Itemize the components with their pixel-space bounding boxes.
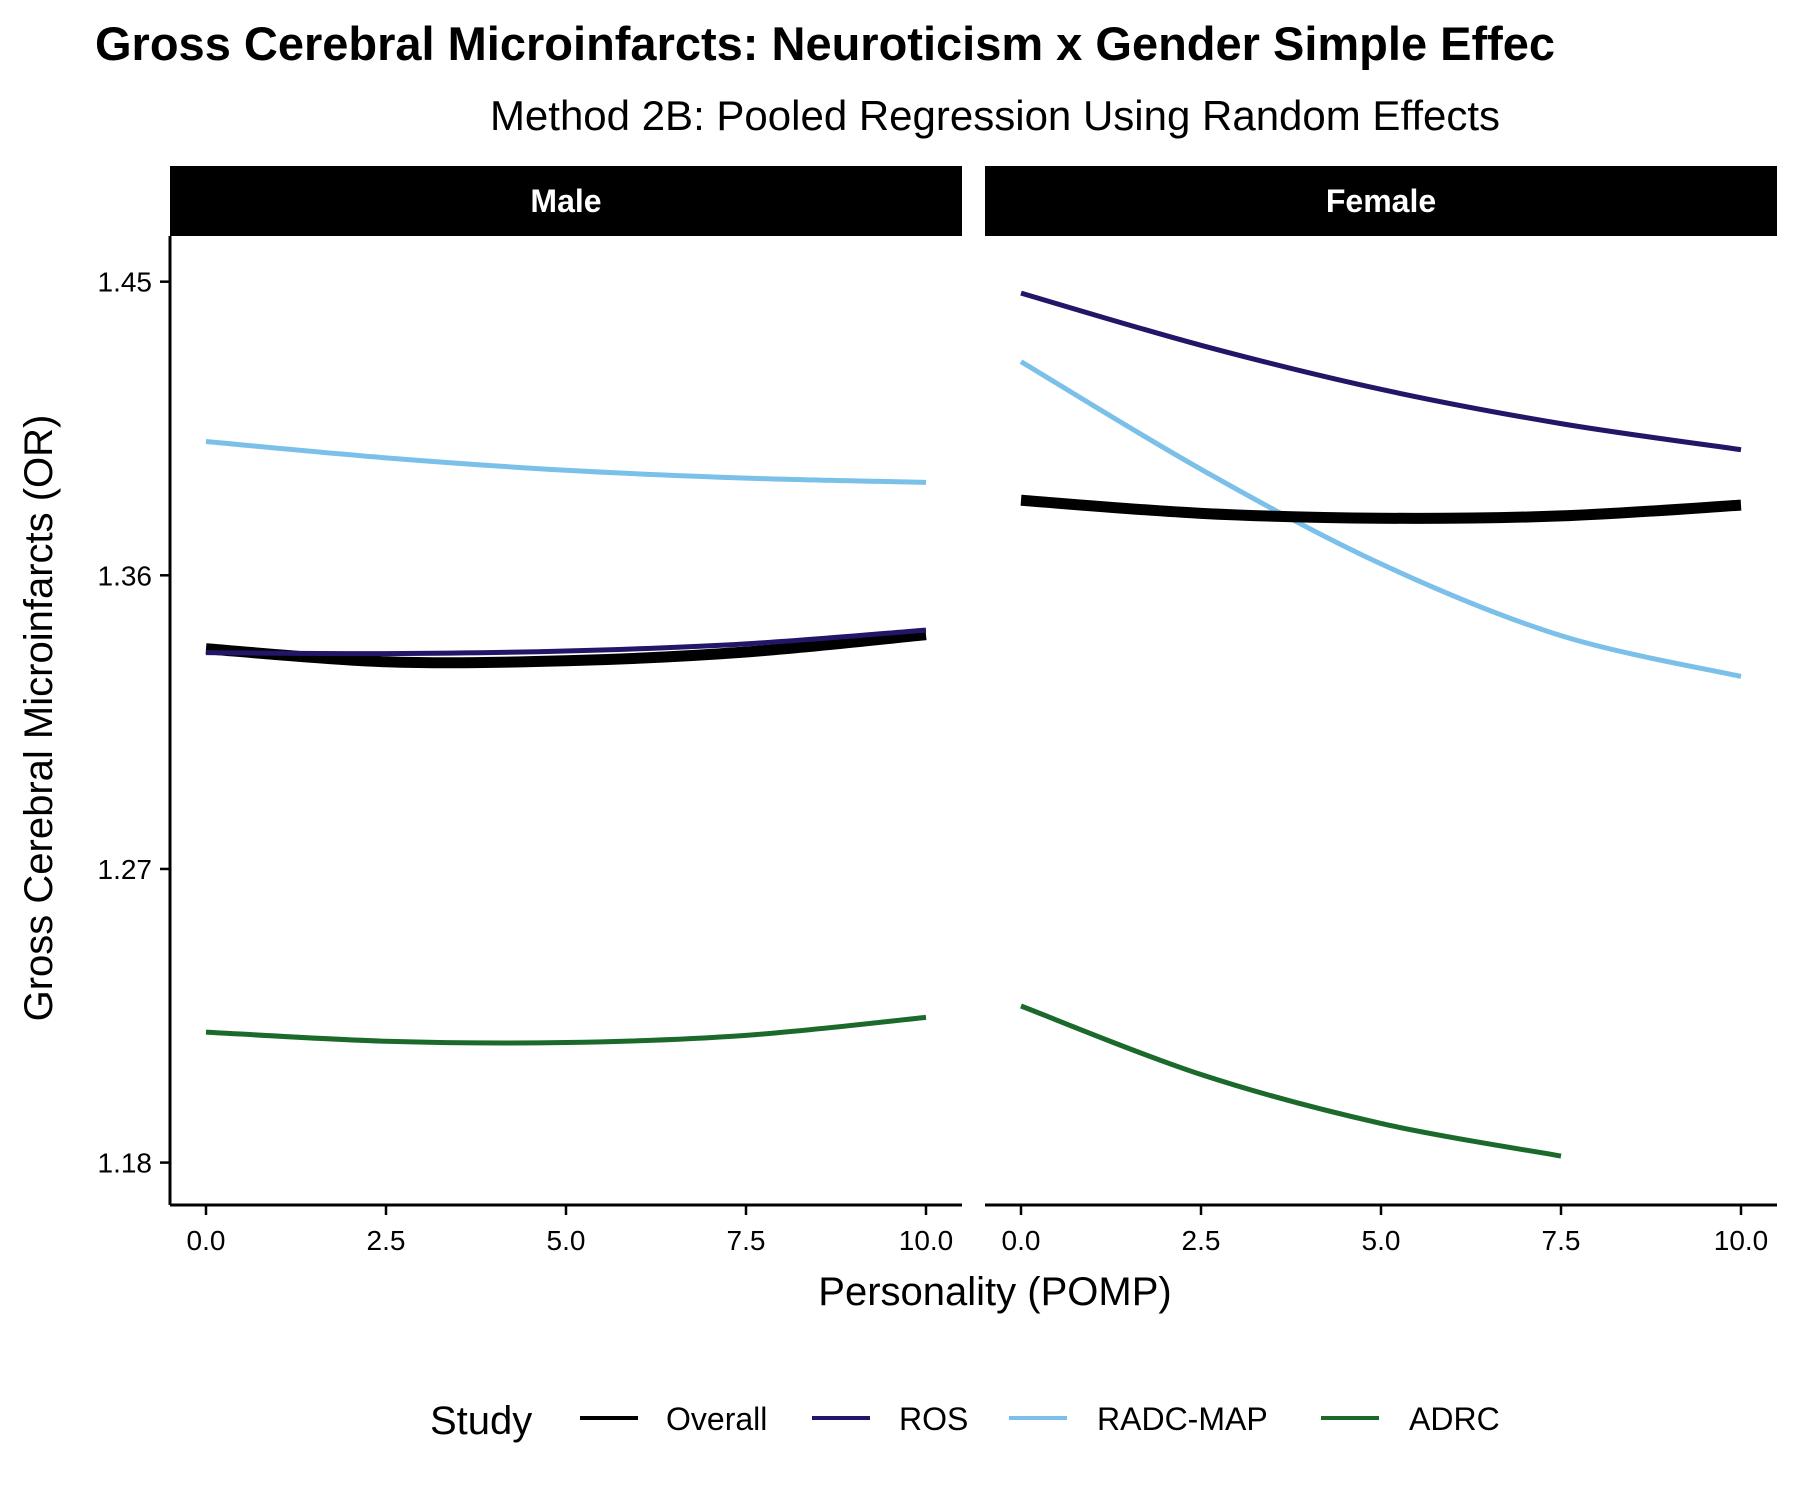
- y-tick-label: 1.45: [98, 267, 153, 298]
- series-line-ros: [1020, 290, 1742, 453]
- series-lines: [1019, 290, 1742, 1159]
- x-tick-label: 2.5: [367, 1225, 406, 1256]
- series-line-radc-map: [205, 439, 927, 485]
- legend-title: Study: [430, 1399, 532, 1443]
- y-tick-label: 1.27: [98, 854, 153, 885]
- x-tick-label: 10.0: [899, 1225, 954, 1256]
- series-line-adrc: [205, 1014, 927, 1046]
- x-tick-label: 10.0: [1714, 1225, 1769, 1256]
- series-line-ros: [205, 627, 927, 657]
- series-line-radc-map: [1019, 359, 1742, 679]
- legend-label: Overall: [666, 1401, 767, 1437]
- facet-strip-label: Female: [1326, 183, 1436, 219]
- panel-male: Male 0.0 2.5 5.0 7.5 10.0 1.18 1.27 1.36 1.45: [98, 166, 962, 1256]
- legend-label: RADC-MAP: [1097, 1401, 1268, 1437]
- facet-strip: [985, 166, 1777, 236]
- x-tick-label: 2.5: [1182, 1225, 1221, 1256]
- x-tick-label: 0.0: [187, 1225, 226, 1256]
- x-tick-label: 7.5: [727, 1225, 766, 1256]
- legend-entry-overall: Overall: [580, 1401, 767, 1437]
- x-tick-label: 0.0: [1002, 1225, 1041, 1256]
- legend-label: ROS: [899, 1401, 968, 1437]
- y-tick-label: 1.18: [98, 1148, 153, 1179]
- legend: Study Overall ROS RADC-MAP ADRC: [430, 1399, 1500, 1443]
- x-tick-label: 5.0: [1362, 1225, 1401, 1256]
- series-lines: [205, 439, 927, 1046]
- series-line-overall: [1020, 494, 1742, 524]
- legend-entry-ros: ROS: [812, 1401, 968, 1437]
- legend-entry-adrc: ADRC: [1321, 1401, 1500, 1437]
- facet-strip-label: Male: [530, 183, 601, 219]
- chart-subtitle: Method 2B: Pooled Regression Using Rando…: [490, 92, 1500, 139]
- panel-female: Female 0.0 2.5 5.0 7.5 10.0: [985, 166, 1777, 1256]
- legend-label: ADRC: [1409, 1401, 1500, 1437]
- facet-panels: Male 0.0 2.5 5.0 7.5 10.0 1.18 1.27 1.36 1.45 Fema…: [98, 166, 1777, 1256]
- x-tick-label: 7.5: [1542, 1225, 1581, 1256]
- x-tick-label: 5.0: [547, 1225, 586, 1256]
- chart-title: Gross Cerebral Microinfarcts: Neuroticis…: [95, 17, 1555, 70]
- facet-strip: [170, 166, 962, 236]
- legend-entry-radc-map: RADC-MAP: [1009, 1401, 1268, 1437]
- y-tick-label: 1.36: [98, 560, 153, 591]
- series-line-overall: [205, 629, 927, 669]
- y-axis-title: Gross Cerebral Microinfarcts (OR): [17, 415, 61, 1022]
- x-axis-title: Personality (POMP): [818, 1270, 1171, 1314]
- series-line-adrc: [1020, 1003, 1562, 1159]
